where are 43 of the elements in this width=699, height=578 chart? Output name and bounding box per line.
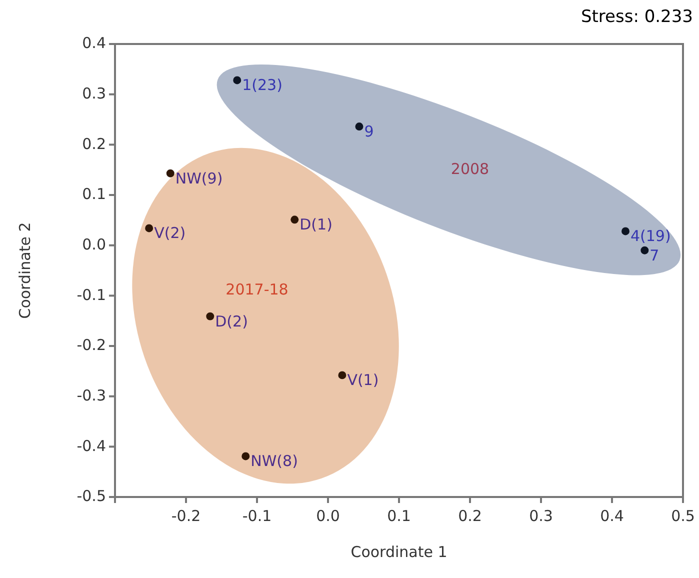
y-tick-label: 0.1 <box>82 185 106 204</box>
y-axis-title: Coordinate 2 <box>16 222 34 319</box>
y-tick-label: 0.3 <box>82 84 106 102</box>
point <box>145 224 154 232</box>
x-axis-title: Coordinate 1 <box>350 543 448 561</box>
annotation: NW(8) <box>250 452 298 470</box>
annotation: D(2) <box>215 312 248 330</box>
annotation: 7 <box>650 246 660 264</box>
point <box>355 122 364 131</box>
y-tick-label: 0.0 <box>82 235 106 254</box>
x-tick-label: -0.2 <box>171 507 201 525</box>
x-tick-label: 0.3 <box>529 507 553 525</box>
x-tick-label: 0.5 <box>671 507 695 525</box>
x-tick-label: -0.1 <box>242 507 272 525</box>
y-tick-label: -0.5 <box>76 487 106 506</box>
x-tick-label: 0.2 <box>458 507 482 525</box>
y-tick-label: -0.1 <box>76 286 106 304</box>
point <box>640 246 649 254</box>
text: Stress: 0.233 <box>580 7 693 27</box>
annotation: 9 <box>364 122 374 141</box>
point <box>206 312 214 320</box>
point <box>290 216 299 224</box>
point <box>166 169 174 178</box>
annotation: 2008 <box>450 160 490 178</box>
y-tick-label: 0.2 <box>82 134 106 153</box>
y-tick-label: -0.2 <box>76 336 106 354</box>
point <box>622 227 630 236</box>
x-tick-label: 0.0 <box>316 507 340 525</box>
annotation: D(1) <box>300 216 332 234</box>
point <box>233 76 242 84</box>
annotation: 4(19) <box>630 227 671 246</box>
y-tick-label: 0.4 <box>82 34 106 52</box>
annotation: NW(9) <box>175 169 223 188</box>
annotation: 2017-18 <box>226 280 288 299</box>
point <box>338 371 346 380</box>
annotation: 1(23) <box>242 76 282 94</box>
y-tick-label: -0.4 <box>76 436 106 455</box>
x-tick-label: 0.4 <box>600 507 624 525</box>
y-tick-label: -0.3 <box>76 386 106 404</box>
x-tick-label: 0.1 <box>387 507 411 525</box>
annotation: V(1) <box>347 371 379 390</box>
point <box>242 452 250 460</box>
annotation: V(2) <box>154 224 186 242</box>
